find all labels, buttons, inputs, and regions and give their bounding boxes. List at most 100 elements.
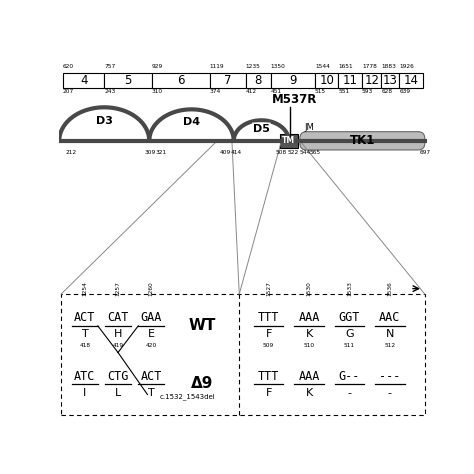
Text: 4: 4 xyxy=(80,74,87,87)
Text: 10: 10 xyxy=(319,74,334,87)
Text: -: - xyxy=(347,388,351,398)
Text: H: H xyxy=(114,329,122,339)
Text: 374: 374 xyxy=(210,90,221,94)
Text: 929: 929 xyxy=(152,64,163,69)
Text: ATC: ATC xyxy=(74,370,96,383)
Bar xyxy=(246,73,271,88)
Text: 1883: 1883 xyxy=(382,64,396,69)
Text: 509: 509 xyxy=(263,343,274,348)
Text: 7: 7 xyxy=(224,74,231,87)
Text: 11: 11 xyxy=(343,74,358,87)
Text: D5: D5 xyxy=(253,124,270,134)
Text: WT: WT xyxy=(189,318,216,333)
Bar xyxy=(61,294,425,415)
Text: 1257: 1257 xyxy=(116,281,120,296)
Text: N: N xyxy=(386,329,394,339)
Text: 628: 628 xyxy=(382,90,392,94)
Text: L: L xyxy=(115,388,121,398)
Text: T: T xyxy=(148,388,155,398)
Text: 309: 309 xyxy=(145,150,156,155)
Text: AAC: AAC xyxy=(379,311,401,324)
Text: K: K xyxy=(305,388,313,398)
Text: c.1532_1543del: c.1532_1543del xyxy=(160,393,216,400)
Text: CAT: CAT xyxy=(107,311,129,324)
Text: 412: 412 xyxy=(246,90,257,94)
Text: CTG: CTG xyxy=(107,370,129,383)
Bar xyxy=(63,73,104,88)
Text: T: T xyxy=(82,329,88,339)
Text: 5: 5 xyxy=(124,74,132,87)
Text: 1536: 1536 xyxy=(387,281,392,296)
Text: 1527: 1527 xyxy=(266,281,271,296)
Text: 12: 12 xyxy=(364,74,379,87)
Text: F: F xyxy=(265,329,272,339)
Text: 757: 757 xyxy=(104,64,116,69)
Text: ACT: ACT xyxy=(140,370,162,383)
Text: I: I xyxy=(83,388,87,398)
Bar xyxy=(271,73,315,88)
Text: TM: TM xyxy=(283,137,295,146)
Text: F: F xyxy=(265,388,272,398)
Text: GGT: GGT xyxy=(339,311,360,324)
Text: 620: 620 xyxy=(63,64,74,69)
Text: 243: 243 xyxy=(104,90,116,94)
Text: 1530: 1530 xyxy=(307,281,311,296)
Text: ACT: ACT xyxy=(74,311,96,324)
Text: Δ9: Δ9 xyxy=(191,376,214,391)
Text: 1533: 1533 xyxy=(347,281,352,296)
Text: 565: 565 xyxy=(310,150,321,155)
Text: 418: 418 xyxy=(80,343,91,348)
Text: 6: 6 xyxy=(177,74,184,87)
Text: -: - xyxy=(388,388,392,398)
Text: 522: 522 xyxy=(288,150,299,155)
Text: 1119: 1119 xyxy=(210,64,224,69)
Text: JM: JM xyxy=(305,123,314,132)
FancyBboxPatch shape xyxy=(300,132,425,150)
Text: AAA: AAA xyxy=(298,370,320,383)
Text: 9: 9 xyxy=(289,74,297,87)
Text: 13: 13 xyxy=(383,74,398,87)
Text: 451: 451 xyxy=(271,90,282,94)
Text: TTT: TTT xyxy=(258,370,279,383)
Text: GAA: GAA xyxy=(140,311,162,324)
Text: 212: 212 xyxy=(66,150,77,155)
Text: 515: 515 xyxy=(315,90,326,94)
Text: 639: 639 xyxy=(400,90,410,94)
Text: ---: --- xyxy=(379,370,401,383)
Bar xyxy=(382,73,400,88)
Bar xyxy=(280,134,298,148)
Text: 310: 310 xyxy=(152,90,163,94)
Text: 1350: 1350 xyxy=(271,64,285,69)
Text: E: E xyxy=(147,329,155,339)
Text: 419: 419 xyxy=(112,343,124,348)
Bar xyxy=(104,73,152,88)
Text: TK1: TK1 xyxy=(350,134,375,147)
Text: 512: 512 xyxy=(384,343,395,348)
Text: 593: 593 xyxy=(362,90,373,94)
Text: 14: 14 xyxy=(404,74,419,87)
Text: TTT: TTT xyxy=(258,311,279,324)
Text: 409: 409 xyxy=(220,150,231,155)
Text: D3: D3 xyxy=(96,116,113,126)
Bar xyxy=(315,73,338,88)
Text: 1926: 1926 xyxy=(400,64,414,69)
Text: 1651: 1651 xyxy=(338,64,353,69)
Text: G: G xyxy=(345,329,354,339)
Text: 511: 511 xyxy=(344,343,355,348)
Text: 8: 8 xyxy=(255,74,262,87)
Text: 1544: 1544 xyxy=(315,64,330,69)
Text: K: K xyxy=(305,329,313,339)
Bar xyxy=(362,73,382,88)
Text: 544: 544 xyxy=(299,150,310,155)
Text: 321: 321 xyxy=(155,150,167,155)
Text: 1254: 1254 xyxy=(82,281,88,296)
Text: 508: 508 xyxy=(276,150,287,155)
Text: M537R: M537R xyxy=(272,93,317,106)
Text: 1778: 1778 xyxy=(362,64,377,69)
Text: 207: 207 xyxy=(63,90,74,94)
Text: 697: 697 xyxy=(419,150,430,155)
Text: 510: 510 xyxy=(303,343,315,348)
Text: G--: G-- xyxy=(339,370,360,383)
Text: D4: D4 xyxy=(183,117,200,127)
Text: 551: 551 xyxy=(338,90,350,94)
